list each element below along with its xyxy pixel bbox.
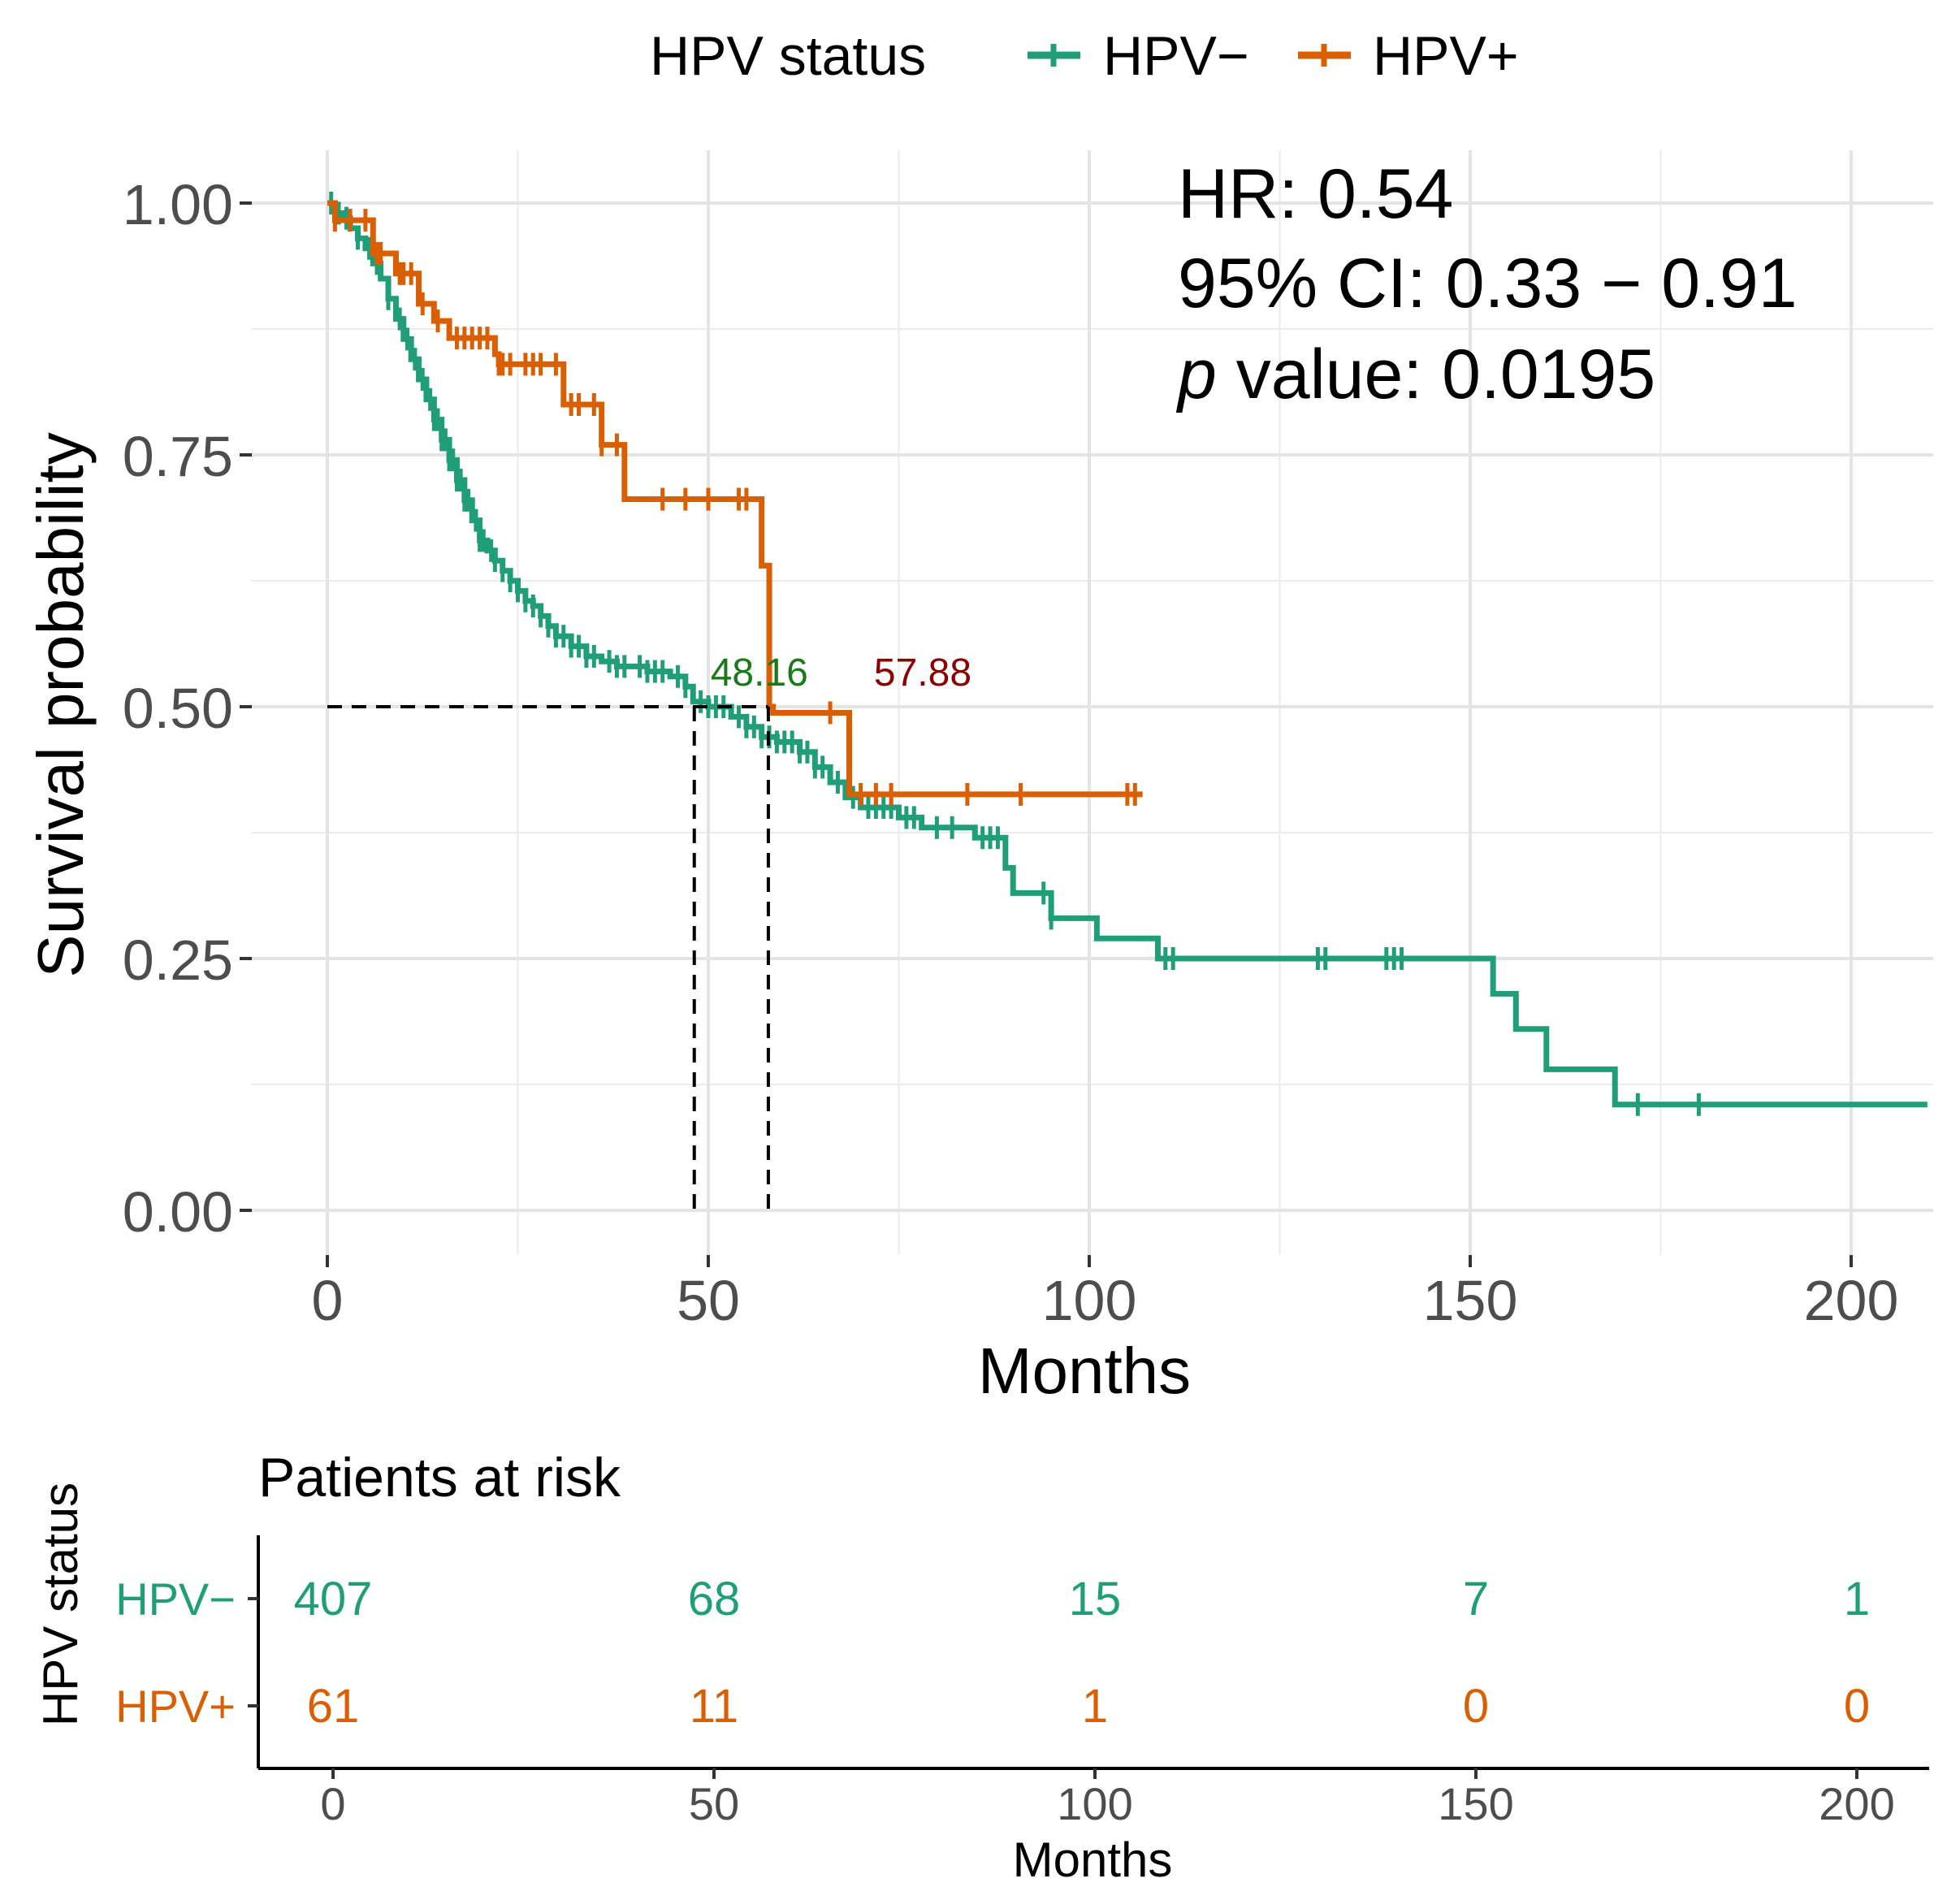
risk-row-label: HPV− xyxy=(115,1573,236,1625)
x-tick-label: 100 xyxy=(1042,1269,1137,1332)
legend-title: HPV status xyxy=(650,25,926,87)
risk-x-tick-label: 100 xyxy=(1057,1778,1132,1829)
risk-count: 407 xyxy=(294,1573,373,1625)
y-tick-label: 1.00 xyxy=(123,173,233,236)
risk-x-tick-label: 200 xyxy=(1819,1778,1894,1829)
stats-annotation: HR: 0.54 95% CI: 0.33 − 0.91 p value: 0.… xyxy=(1175,155,1798,413)
x-tick-label: 50 xyxy=(677,1269,740,1332)
risk-table-title: Patients at risk xyxy=(258,1447,621,1508)
risk-count: 1 xyxy=(1844,1573,1870,1625)
axes: 0.00 0.25 0.50 0.75 1.00 0 50 100 150 200 xyxy=(123,173,1899,1332)
y-tick-label: 0.00 xyxy=(123,1180,233,1244)
risk-x-tick-label: 50 xyxy=(689,1778,739,1829)
risk-count: 68 xyxy=(688,1573,741,1625)
x-tick-label: 150 xyxy=(1423,1269,1518,1332)
p-value: p value: 0.0195 xyxy=(1175,335,1655,413)
risk-count: 15 xyxy=(1069,1573,1122,1625)
risk-x-tick-label: 0 xyxy=(320,1778,345,1829)
y-tick-label: 0.25 xyxy=(123,928,233,992)
risk-count: 0 xyxy=(1463,1680,1489,1733)
median-lines: 48.16 57.88 xyxy=(327,651,971,1210)
risk-table-axes: 0 50 100 150 200 xyxy=(257,1535,1929,1829)
risk-table: Patients at risk HPV status Months 0 50 10… xyxy=(33,1447,1929,1887)
p-symbol: p xyxy=(1175,335,1217,413)
x-axis-title: Months xyxy=(978,1335,1191,1407)
y-tick-label: 0.50 xyxy=(123,677,233,740)
risk-x-tick-label: 150 xyxy=(1438,1778,1513,1829)
hazard-ratio: HR: 0.54 xyxy=(1178,155,1453,233)
censor-marks-hpv-neg xyxy=(329,192,1701,1116)
survival-plot: 0.00 0.25 0.50 0.75 1.00 0 50 100 150 200 48.16 57… xyxy=(24,150,1933,1407)
legend-label-hpv-neg: HPV− xyxy=(1103,25,1249,87)
risk-count: 7 xyxy=(1463,1573,1489,1625)
risk-count: 61 xyxy=(307,1680,360,1733)
grid xyxy=(252,150,1933,1255)
y-tick-label: 0.75 xyxy=(123,425,233,488)
risk-count: 11 xyxy=(690,1680,738,1733)
risk-row-label: HPV+ xyxy=(115,1681,236,1732)
y-axis-title: Survival probability xyxy=(24,432,97,977)
p-value-text: value: 0.0195 xyxy=(1217,335,1655,413)
x-tick-label: 0 xyxy=(312,1269,344,1332)
censor-marks-hpv-pos xyxy=(332,209,1137,806)
risk-table-x-title: Months xyxy=(1013,1833,1173,1887)
risk-count: 0 xyxy=(1844,1680,1870,1733)
legend-label-hpv-pos: HPV+ xyxy=(1373,25,1519,87)
confidence-interval: 95% CI: 0.33 − 0.91 xyxy=(1178,245,1798,322)
legend: HPV status HPV− HPV+ xyxy=(650,25,1519,87)
median-label: 48.16 xyxy=(711,651,808,695)
median-label: 57.88 xyxy=(874,651,971,695)
x-tick-label: 200 xyxy=(1804,1269,1899,1332)
risk-count: 1 xyxy=(1082,1680,1108,1733)
risk-table-y-title: HPV status xyxy=(33,1482,88,1726)
survival-curves xyxy=(327,192,1928,1116)
